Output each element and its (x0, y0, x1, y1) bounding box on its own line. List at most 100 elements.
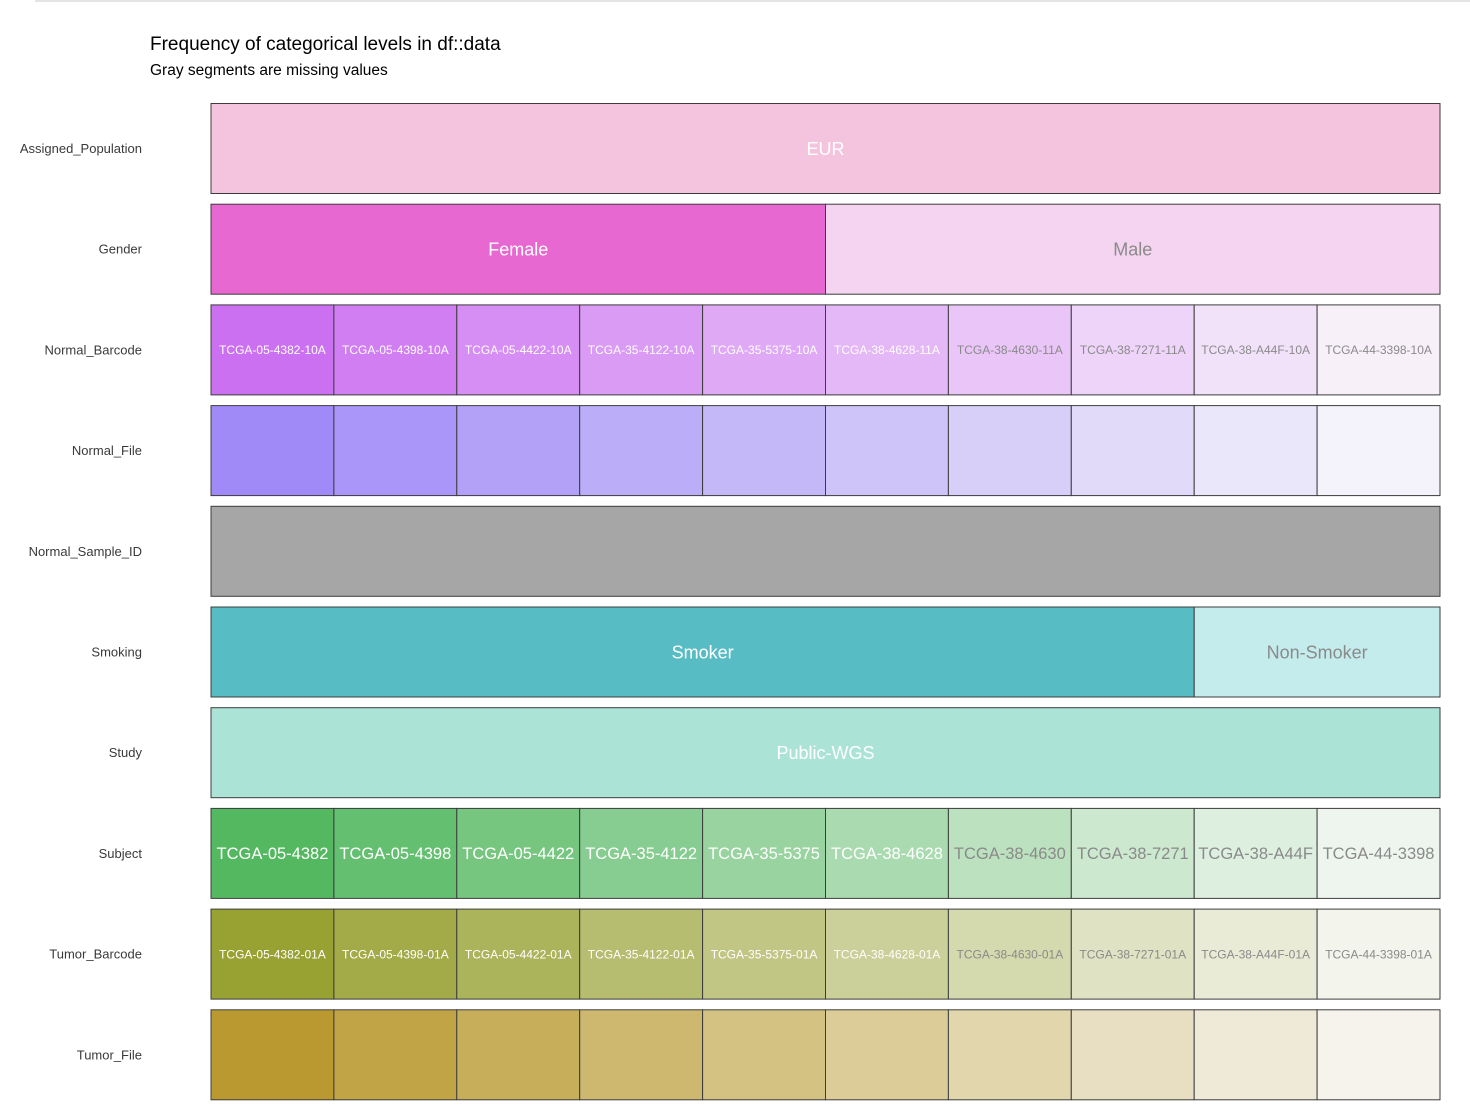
row-label-study: Study (109, 745, 143, 760)
bar-segment (825, 304, 949, 396)
row-label-subject: Subject (99, 846, 143, 861)
bar-segment (210, 606, 1195, 698)
segment-label: TCGA-35-5375-01A (711, 947, 818, 961)
segment-label: TCGA-38-4628 (831, 845, 943, 863)
segment-label: TCGA-05-4398 (339, 845, 451, 863)
bar-segment (456, 908, 581, 1000)
bar-segment (210, 405, 335, 497)
bar-segment (210, 1009, 335, 1101)
bar-segment (825, 1009, 949, 1101)
segment-label: TCGA-38-A44F-01A (1201, 947, 1310, 961)
row-label-tumor-barcode: Tumor_Barcode (49, 947, 142, 962)
bar-segment (825, 203, 1441, 295)
segment-label: TCGA-35-5375-10A (711, 343, 818, 357)
segment-label: TCGA-05-4422-10A (465, 343, 572, 357)
chart-title: Frequency of categorical levels in df::d… (150, 34, 501, 55)
row-label-normal-barcode: Normal_Barcode (44, 342, 142, 357)
bar-segment (210, 807, 335, 899)
bar-segment (579, 405, 704, 497)
bar-segment (210, 304, 335, 396)
bar-segment (825, 807, 949, 899)
segment-label: TCGA-44-3398 (1323, 845, 1435, 863)
segment-label: TCGA-38-7271 (1077, 845, 1189, 863)
bar-segment (333, 807, 458, 899)
row-label-normal-file: Normal_File (72, 443, 142, 458)
bar-segment (947, 807, 1072, 899)
top-border (35, 0, 1470, 2)
bar-segment (1316, 304, 1441, 396)
bar-segment (702, 304, 826, 396)
bar-segment (1193, 807, 1318, 899)
segment-label: TCGA-38-4630-11A (957, 343, 1063, 357)
segment-label: TCGA-38-4630-01A (956, 947, 1063, 961)
bar-segment (702, 1009, 826, 1101)
bar-segment (456, 1009, 581, 1101)
bar-segment (456, 405, 581, 497)
segment-label: TCGA-38-7271-01A (1079, 947, 1186, 961)
bar-segment (579, 304, 704, 396)
bar-segment (1316, 405, 1441, 497)
bar-segment (579, 807, 704, 899)
segment-label: TCGA-05-4398-01A (342, 947, 449, 961)
bar-segment (1193, 405, 1318, 497)
segment-label: TCGA-35-4122-10A (588, 343, 695, 357)
row-label-smoking: Smoking (91, 645, 142, 660)
segment-label: TCGA-35-4122 (585, 845, 697, 863)
segment-label: TCGA-05-4382-10A (219, 343, 326, 357)
segment-label: EUR (806, 139, 844, 159)
segment-label: Smoker (672, 642, 734, 662)
bar-segment (702, 405, 826, 497)
bar-segment (333, 908, 458, 1000)
bar-segment (210, 103, 1441, 194)
bar-segment (456, 807, 581, 899)
bar-segment (1070, 405, 1195, 497)
bar-segment (1193, 1009, 1318, 1101)
segment-label: TCGA-44-3398-01A (1325, 947, 1432, 961)
segment-label: Public-WGS (776, 743, 874, 763)
bar-segment (1070, 1009, 1195, 1101)
bar-segment (947, 1009, 1072, 1101)
bar-segment (1193, 606, 1441, 698)
segment-label: TCGA-05-4398-10A (342, 343, 449, 357)
segment-label: TCGA-05-4422-01A (465, 947, 572, 961)
bar-segment (1316, 1009, 1441, 1101)
segment-label: TCGA-38-A44F-10A (1201, 343, 1310, 357)
segment-label: TCGA-44-3398-10A (1325, 343, 1432, 357)
bar-segment (579, 908, 704, 1000)
bar-segment (1316, 908, 1441, 1000)
bar-segment (333, 1009, 458, 1101)
bar-segment (825, 908, 949, 1000)
bar-segment (947, 908, 1072, 1000)
segment-label: TCGA-38-4628-11A (834, 343, 940, 357)
bar-segment (210, 707, 1441, 799)
segment-label: Male (1113, 240, 1152, 260)
row-label-normal-sample-id: Normal_Sample_ID (29, 544, 142, 559)
bar-segment (947, 405, 1072, 497)
bar-segment (333, 405, 458, 497)
segment-label: TCGA-35-4122-01A (588, 947, 695, 961)
bar-segment (947, 304, 1072, 396)
segment-label: TCGA-38-4628-01A (834, 947, 941, 961)
bar-segment (1070, 807, 1195, 899)
bar-segment (1193, 304, 1318, 396)
segment-label: TCGA-05-4382 (217, 845, 329, 863)
segment-label: Non-Smoker (1267, 642, 1368, 662)
bar-segment (702, 908, 826, 1000)
row-label-tumor-file: Tumor_File (77, 1047, 142, 1062)
bar-segment (1070, 908, 1195, 1000)
segment-label: TCGA-35-5375 (708, 845, 820, 863)
bar-segment (210, 203, 826, 295)
bar-segment (702, 807, 826, 899)
segment-label: TCGA-05-4422 (462, 845, 574, 863)
segment-label: TCGA-38-7271-11A (1080, 343, 1186, 357)
missing-segment (210, 505, 1441, 597)
bar-segment (210, 908, 335, 1000)
chart-subtitle: Gray segments are missing values (150, 62, 388, 79)
row-label-gender: Gender (99, 242, 143, 257)
bar-segment (1316, 807, 1441, 899)
segment-label: TCGA-38-4630 (954, 845, 1066, 863)
segment-label: TCGA-05-4382-01A (219, 947, 326, 961)
row-label-assigned-population: Assigned_Population (20, 141, 142, 156)
bar-segment (825, 405, 949, 497)
